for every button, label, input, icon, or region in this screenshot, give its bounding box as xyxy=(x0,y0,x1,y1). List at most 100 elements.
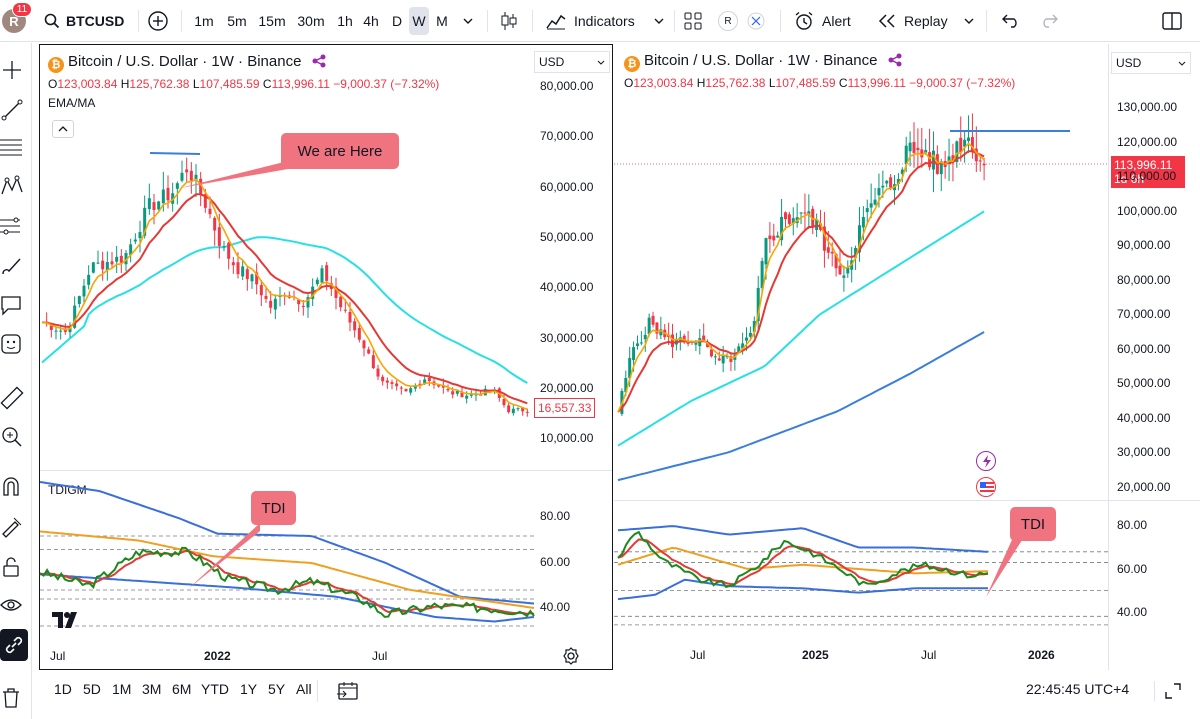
redo-button[interactable] xyxy=(1038,7,1060,35)
tdi-indicator-label[interactable]: TDIGM xyxy=(48,483,87,497)
chart-type-button[interactable] xyxy=(496,7,522,35)
candle-body xyxy=(301,305,305,308)
text-note-icon[interactable] xyxy=(0,293,24,317)
candle-body xyxy=(713,356,717,358)
share-icon[interactable] xyxy=(312,54,326,68)
replay-badge-button[interactable]: R xyxy=(716,7,740,35)
emoji-icon[interactable] xyxy=(0,333,24,357)
range-6m[interactable]: 6M xyxy=(172,681,192,697)
layout-button[interactable] xyxy=(681,7,705,35)
pane-divider xyxy=(614,500,1200,501)
interval-W[interactable]: W xyxy=(409,7,429,35)
fib-lines-icon[interactable] xyxy=(0,135,24,159)
sync-drawings-button[interactable] xyxy=(0,629,28,661)
left-chart-panel[interactable]: ₿ Bitcoin / U.S. Dollar · 1W · Binance O1… xyxy=(39,44,613,670)
candle-body xyxy=(203,194,207,208)
ema-ma-label[interactable]: EMA/MA xyxy=(48,96,96,110)
candle-body xyxy=(826,247,830,253)
indicators-dropdown[interactable] xyxy=(652,7,666,35)
range-3m[interactable]: 3M xyxy=(142,681,162,697)
collapse-legend-button[interactable] xyxy=(52,120,74,138)
chart-settings-button[interactable] xyxy=(562,647,580,670)
ruler-icon[interactable] xyxy=(0,386,24,410)
divider xyxy=(181,10,182,32)
draw-mode-icon[interactable] xyxy=(0,515,24,539)
tdi-callout[interactable]: TDI xyxy=(1010,507,1056,541)
range-1d[interactable]: 1D xyxy=(54,681,72,697)
replay-button[interactable]: Replay xyxy=(878,7,958,35)
range-5d[interactable]: 5D xyxy=(83,681,101,697)
brush-icon[interactable] xyxy=(0,254,24,278)
range-5y[interactable]: 5Y xyxy=(268,681,286,697)
right-tdi-chart[interactable] xyxy=(614,501,1108,641)
candle-body xyxy=(854,248,858,258)
lightning-event-button[interactable] xyxy=(976,451,996,471)
tdi-callout[interactable]: TDI xyxy=(251,491,296,525)
interval-5m[interactable]: 5m xyxy=(227,13,247,29)
interval-M[interactable]: M xyxy=(436,13,448,29)
candle-body xyxy=(166,187,170,201)
interval-15m[interactable]: 15m xyxy=(258,13,286,29)
candle-body xyxy=(671,334,675,348)
divider xyxy=(780,10,781,32)
trash-icon[interactable] xyxy=(0,686,24,710)
interval-1m[interactable]: 1m xyxy=(194,13,214,29)
left-price-chart[interactable] xyxy=(40,45,534,470)
currency-selector[interactable]: USD xyxy=(1111,52,1191,74)
close-label: C xyxy=(838,76,848,90)
candle-body xyxy=(772,235,776,241)
share-icon[interactable] xyxy=(888,53,902,67)
range-ytd[interactable]: YTD xyxy=(201,681,229,697)
forecast-icon[interactable] xyxy=(0,214,24,238)
us-flag-icon xyxy=(980,482,994,493)
interval-4h[interactable]: 4h xyxy=(363,13,379,29)
candle-body xyxy=(709,349,713,357)
range-1m[interactable]: 1M xyxy=(112,681,132,697)
interval-30m[interactable]: 30m xyxy=(297,13,325,29)
undo-button[interactable] xyxy=(1000,7,1022,35)
magnet-icon[interactable] xyxy=(0,475,24,499)
economic-event-button[interactable] xyxy=(976,477,996,497)
interval-D[interactable]: D xyxy=(391,13,403,29)
price-axis-label: 40,000.00 xyxy=(1117,410,1171,425)
candle-body xyxy=(717,358,721,361)
candle-body xyxy=(437,384,441,387)
indicators-button[interactable]: Indicators xyxy=(546,7,642,35)
clock[interactable]: 22:45:45 UTC+4 xyxy=(1026,681,1130,697)
goto-date-button[interactable] xyxy=(337,681,359,704)
screenshot-button[interactable] xyxy=(744,7,768,35)
notification-badge[interactable]: 11 xyxy=(12,2,32,17)
candle-body xyxy=(748,332,752,337)
low-label: L xyxy=(768,76,776,90)
price-axis-label: 30,000.00 xyxy=(540,330,594,345)
symbol-legend[interactable]: ₿ Bitcoin / U.S. Dollar · 1W · Binance xyxy=(48,53,326,73)
symbol-search[interactable]: BTCUSD xyxy=(44,7,134,35)
replay-dropdown[interactable] xyxy=(962,7,976,35)
panel-toggle-button[interactable] xyxy=(1160,7,1184,35)
eye-icon[interactable] xyxy=(0,593,24,617)
trend-line-icon[interactable] xyxy=(0,98,24,122)
range-all[interactable]: All xyxy=(296,681,312,697)
range-1y[interactable]: 1Y xyxy=(240,681,258,697)
ma-blue-line xyxy=(617,331,985,482)
right-chart-panel[interactable]: ₿ Bitcoin / U.S. Dollar · 1W · Binance O1… xyxy=(614,44,1200,670)
compare-symbol-button[interactable] xyxy=(144,7,172,35)
right-price-chart[interactable] xyxy=(614,44,1108,499)
left-tdi-chart[interactable] xyxy=(39,471,535,641)
symbol-legend[interactable]: ₿ Bitcoin / U.S. Dollar · 1W · Binance xyxy=(624,52,902,72)
candle-body xyxy=(343,309,347,311)
interval-dropdown-chevron[interactable] xyxy=(461,7,475,35)
pattern-icon[interactable] xyxy=(0,174,24,198)
interval-1h[interactable]: 1h xyxy=(337,13,353,29)
currency-selector[interactable]: USD xyxy=(534,51,610,73)
alert-button[interactable]: Alert xyxy=(794,7,862,35)
candle-body xyxy=(647,317,651,335)
crosshair-icon[interactable] xyxy=(0,58,24,82)
zoom-in-icon[interactable] xyxy=(0,425,24,449)
fullscreen-button[interactable] xyxy=(1164,682,1182,703)
price-axis-label: 20,000.00 xyxy=(1117,479,1171,494)
lock-icon[interactable] xyxy=(0,555,24,579)
candle-body xyxy=(955,141,959,162)
candle-body xyxy=(896,178,900,185)
we-are-here-callout[interactable]: We are Here xyxy=(281,133,399,169)
